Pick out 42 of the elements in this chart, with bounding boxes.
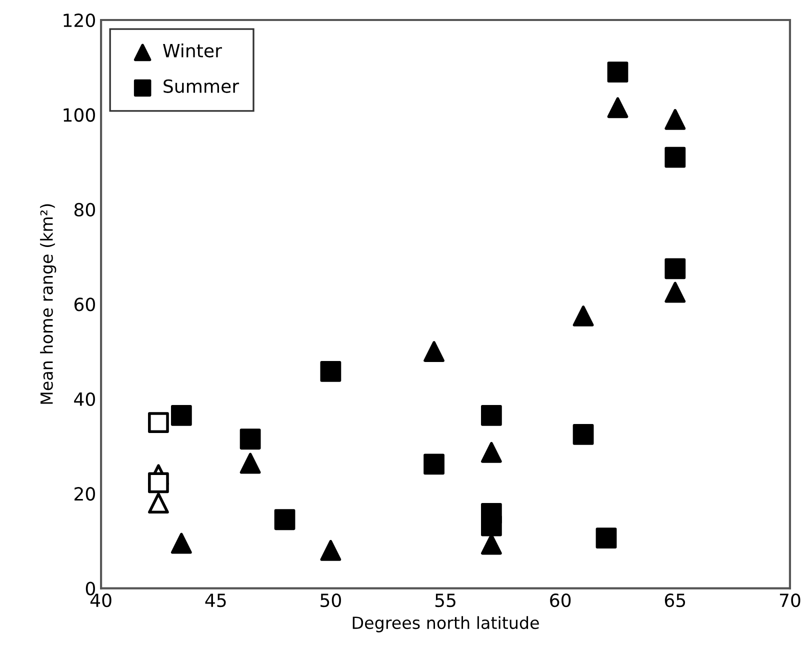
x-tick-label: 40 <box>90 593 112 608</box>
x-tick-label: 65 <box>664 593 686 608</box>
y-tick-label: 60 <box>74 298 95 312</box>
point <box>240 452 261 474</box>
y-axis-title: Mean home range (km²) <box>40 204 56 404</box>
point <box>480 404 502 426</box>
x-tick-label: 70 <box>780 593 800 608</box>
point <box>148 492 169 514</box>
point <box>424 454 444 475</box>
y-tick-label: 20 <box>74 487 95 501</box>
point <box>607 62 628 83</box>
y-tick-label: 120 <box>64 13 95 28</box>
y-tick-label: 40 <box>74 392 95 406</box>
point <box>664 282 686 303</box>
point <box>424 341 444 362</box>
y-tick-label: 100 <box>64 108 95 122</box>
point <box>480 442 502 463</box>
x-tick-label: 45 <box>205 594 226 608</box>
point <box>664 146 686 168</box>
point <box>274 509 296 530</box>
point <box>320 360 342 382</box>
point <box>480 515 502 536</box>
y-tick-label: 0 <box>86 582 95 596</box>
point <box>148 412 169 433</box>
legend-label: Summer <box>164 79 240 93</box>
x-tick-label: 55 <box>435 594 456 608</box>
point <box>320 540 342 561</box>
point <box>240 428 261 450</box>
x-axis-title: Degrees north latitude <box>352 616 539 632</box>
point <box>572 424 594 445</box>
point <box>664 109 686 130</box>
y-tick-label: 80 <box>74 202 95 217</box>
point <box>596 528 617 549</box>
point <box>148 472 169 494</box>
point <box>170 404 192 426</box>
point <box>607 97 628 118</box>
point <box>664 258 686 280</box>
point <box>170 532 192 554</box>
x-tick-label: 50 <box>320 593 341 608</box>
point <box>572 306 594 326</box>
legend-label: Winter <box>163 43 222 58</box>
x-tick-label: 60 <box>550 593 571 608</box>
